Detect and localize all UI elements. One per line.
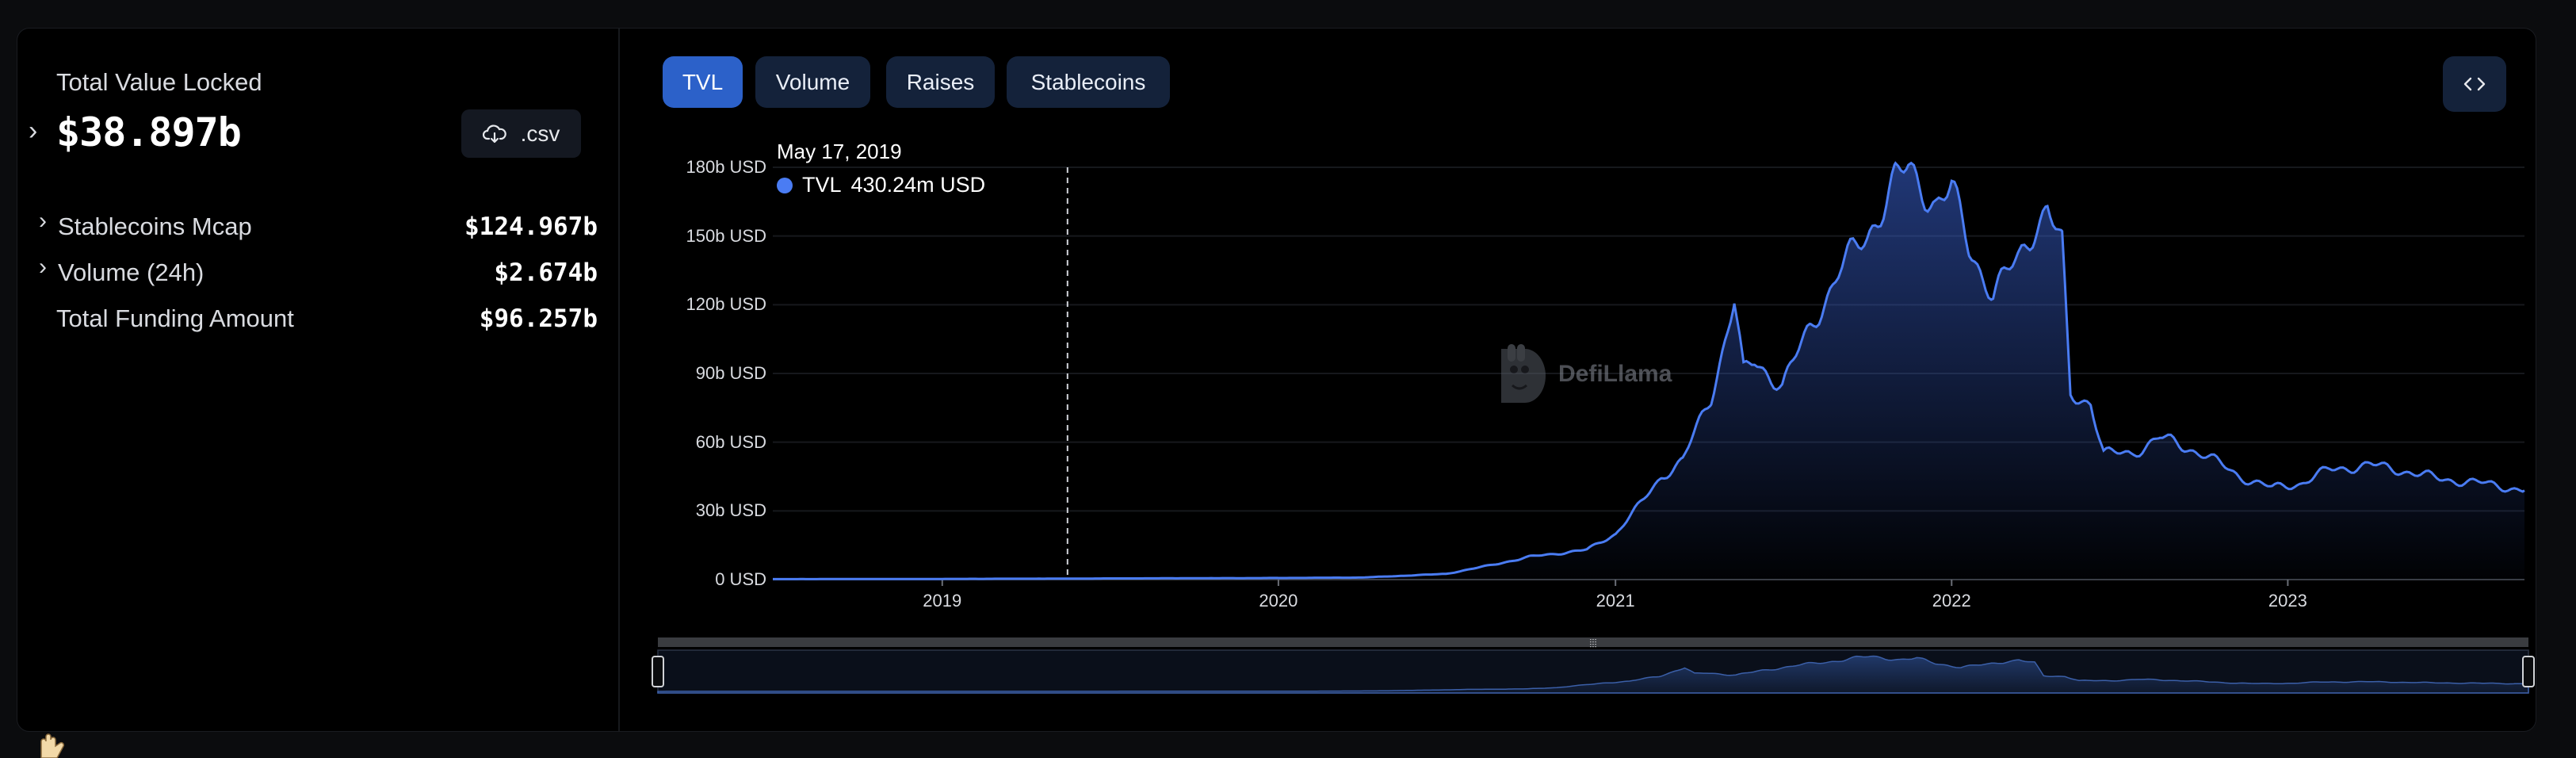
- embed-button[interactable]: [2443, 56, 2506, 112]
- tab-raises[interactable]: Raises: [886, 56, 995, 108]
- funding-label: Total Funding Amount: [56, 304, 294, 332]
- stablecoins-mcap-label: Stablecoins Mcap: [58, 212, 252, 240]
- watermark-text: DefiLlama: [1558, 361, 1672, 387]
- tvl-line: [773, 161, 2525, 580]
- dashboard-card: Total Value Locked › $38.897b .csv › Sta…: [17, 28, 2536, 732]
- funding-value: $96.257b: [479, 304, 598, 333]
- stablecoins-mcap-value: $124.967b: [464, 212, 598, 241]
- funding-row: Total Funding Amount $96.257b: [56, 301, 598, 338]
- tooltip-series-value: 430.24m USD: [850, 173, 986, 197]
- series-dot-icon: [777, 177, 793, 193]
- code-brackets-icon: [2463, 77, 2486, 91]
- stablecoins-mcap-row[interactable]: › Stablecoins Mcap $124.967b: [39, 208, 598, 246]
- watermark: DefiLlama: [1490, 343, 1672, 406]
- y-tick-label: 30b USD: [695, 500, 766, 521]
- llama-logo-icon: [1501, 344, 1546, 403]
- x-tick-label: 2020: [1259, 591, 1298, 611]
- x-tick-label: 2022: [1932, 591, 1971, 611]
- brush-area: [657, 655, 2529, 694]
- y-tick-label: 180b USD: [686, 157, 766, 177]
- volume-label: Volume (24h): [58, 258, 204, 286]
- cursor-hand-icon: [40, 733, 65, 758]
- y-tick-label: 60b USD: [695, 431, 766, 452]
- tvl-label: Total Value Locked: [56, 68, 262, 96]
- tab-volume[interactable]: Volume: [755, 56, 870, 108]
- chevron-right-icon[interactable]: ›: [39, 254, 47, 280]
- y-tick-label: 0 USD: [715, 569, 766, 589]
- chevron-right-icon[interactable]: ›: [39, 208, 47, 234]
- y-tick-label: 90b USD: [695, 363, 766, 383]
- tvl-area: [773, 163, 2524, 580]
- summary-panel: Total Value Locked › $38.897b .csv › Sta…: [17, 29, 620, 731]
- tooltip-series-name: TVL: [802, 173, 842, 197]
- brush-track[interactable]: [658, 637, 2528, 647]
- tvl-value: $38.897b: [56, 109, 242, 155]
- chevron-right-icon[interactable]: ›: [29, 116, 38, 146]
- y-tick-label: 150b USD: [686, 225, 766, 246]
- tooltip-series-row: TVL 430.24m USD: [777, 173, 985, 197]
- y-tick-label: 120b USD: [686, 294, 766, 315]
- tooltip-date: May 17, 2019: [777, 140, 902, 163]
- volume-value: $2.674b: [494, 258, 598, 287]
- x-tick-label: 2021: [1596, 591, 1635, 611]
- tab-tvl[interactable]: TVL: [663, 56, 743, 108]
- tab-stablecoins[interactable]: Stablecoins: [1007, 56, 1170, 108]
- x-tick-label: 2023: [2268, 591, 2307, 611]
- csv-label: .csv: [520, 121, 560, 146]
- brush-handle-left[interactable]: [652, 656, 664, 687]
- chart-panel: TVL Volume Raises Stablecoins: [620, 29, 2536, 731]
- cloud-download-icon: [482, 124, 506, 143]
- download-csv-button[interactable]: .csv: [461, 109, 581, 158]
- brush-handle-right[interactable]: [2522, 656, 2535, 687]
- volume-row[interactable]: › Volume (24h) $2.674b: [39, 254, 598, 292]
- brush-grip-icon[interactable]: ⦙⦙⦙: [1589, 637, 1596, 650]
- x-tick-label: 2019: [923, 591, 962, 611]
